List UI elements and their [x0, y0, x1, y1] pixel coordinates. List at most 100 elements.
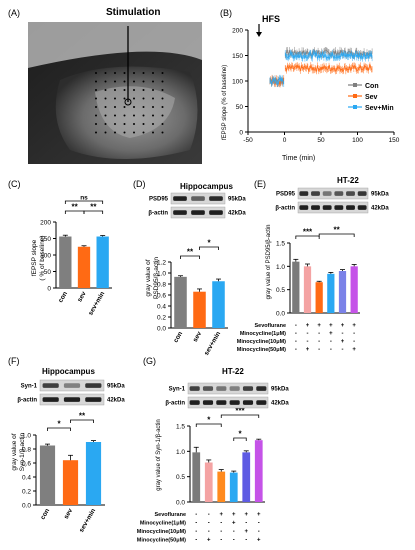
g-blot-band [256, 386, 267, 391]
electrode-dot [95, 114, 97, 117]
g-treatment-mark: - [233, 529, 235, 535]
g-blot-band [202, 400, 214, 405]
f-blot-size: 95kDa [107, 383, 125, 389]
electrode-dot [152, 80, 154, 83]
g-bar [229, 472, 238, 502]
g-treatment-mark: + [244, 512, 248, 518]
g-treatment-mark: - [208, 529, 210, 535]
f-blot-band [42, 397, 59, 402]
g-blot-size: 42kDa [271, 400, 289, 406]
electrode-dot [133, 114, 135, 117]
b-ylabel: fEPSP slope (% of baseline) [222, 65, 228, 140]
g-treatment-mark: - [195, 512, 197, 518]
g-sig-bracket [195, 423, 222, 427]
electrode-dot [123, 80, 126, 83]
electrode-dot [123, 89, 126, 91]
d-ylabel: gray value ofPSD95/β-actin [145, 257, 160, 299]
g-bar [254, 440, 263, 502]
d-blot-band [173, 210, 187, 215]
electrode-dot [152, 89, 154, 91]
e-blot-protein: β-actin [275, 205, 295, 211]
g-blot-protein: β-actin [165, 400, 185, 406]
e-bar [350, 266, 358, 313]
electrode-dot [161, 97, 164, 100]
d-blot-band [209, 210, 223, 215]
g-blot-band [189, 400, 200, 405]
e-treatment-mark: - [307, 331, 309, 337]
panel-letter-a: (A) [8, 8, 20, 18]
g-sig-label: * [238, 430, 242, 439]
panel-g-chart: HT-22 gray value of Syn-1/β-actin 0.0 0.5… [137, 367, 290, 544]
e-treatment-mark: + [306, 347, 310, 353]
electrode-dot [104, 114, 107, 117]
electrode-dot [104, 97, 107, 100]
d-ytick-label: 0.2 [157, 315, 166, 322]
d-bar [212, 281, 225, 328]
panel-e-chart: HT-22 gray value of PSD95/β-actin 0.0 0.5… [237, 176, 390, 353]
g-blot-protein: Syn-1 [169, 386, 186, 392]
electrode-dot [152, 123, 154, 125]
panel-d-chart: Hippocampus gray value ofPSD95/β-actin 0… [145, 182, 246, 357]
e-blot-band [334, 205, 344, 210]
electrode-dot [123, 106, 126, 108]
d-title: Hippocampus [180, 182, 233, 191]
electrode-dot [161, 123, 164, 125]
c-xtick-label: sev+min [87, 290, 106, 316]
e-treatment-mark: - [330, 339, 332, 345]
electrode-dot [142, 89, 145, 91]
g-treatment-mark: - [195, 529, 197, 535]
e-treatment-mark: + [329, 323, 333, 329]
d-bar [174, 276, 187, 328]
e-sig-label: *** [303, 228, 313, 237]
g-blot-band [256, 400, 267, 405]
electrode-dot [114, 123, 116, 125]
b-xtick-label: -50 [243, 137, 253, 144]
c-sig-bracket [83, 210, 104, 214]
g-sig-bracket [233, 437, 247, 441]
panel-letter-c: (C) [8, 179, 21, 189]
b-legend: Con Sev Sev+Min [348, 83, 394, 112]
panel-a-micrograph: Stimulation [28, 7, 202, 164]
g-treatment-mark: + [244, 529, 248, 535]
d-ytick-label: 1.2 [157, 260, 166, 267]
electrode-dot [123, 97, 126, 100]
electrode-dot [142, 131, 145, 134]
e-ytick-label: 0.0 [276, 311, 285, 318]
g-treatment-mark: - [258, 529, 260, 535]
f-ytick-label: 0.2 [22, 489, 31, 496]
e-sig-label: ** [334, 226, 341, 235]
f-bar [62, 460, 79, 505]
e-blot-band [299, 191, 309, 196]
e-blot-band [311, 205, 320, 210]
e-sig-bracket [318, 233, 355, 237]
electrode-dot [152, 97, 154, 100]
d-ylabel-line1: gray value of [145, 259, 152, 296]
d-ytick-label: 0.0 [157, 326, 166, 333]
b-legend-marker [353, 105, 357, 109]
electrode-dot [161, 131, 164, 134]
e-treatment-label: Sevoflurane [255, 323, 286, 329]
e-blot-strip [297, 201, 369, 214]
c-ytick-label: 200 [40, 220, 51, 227]
f-ytick-label: 0.0 [22, 503, 31, 510]
d-blot-band [173, 196, 187, 201]
electrode-dot [133, 72, 135, 74]
hfs-label: HFS [262, 14, 280, 24]
c-sig-label: ** [90, 203, 97, 212]
f-blot-band [85, 397, 102, 402]
e-treatment-mark: - [353, 331, 355, 337]
b-xtick-label: 50 [317, 137, 325, 144]
g-ytick-label: 0.5 [176, 474, 185, 481]
hfs-arrowhead [256, 32, 262, 37]
g-bar [242, 452, 251, 502]
c-ylabel-line2: ( % of baseline) [39, 235, 46, 280]
electrode-dot [161, 80, 164, 83]
c-sig-label: ** [72, 203, 79, 212]
e-blot-size: 95kDa [371, 191, 389, 197]
g-sig-label: *** [235, 407, 245, 416]
d-sig-bracket [180, 255, 200, 259]
electrode-dot [161, 114, 164, 117]
electrode-dot [95, 89, 97, 91]
electrode-dot [133, 89, 135, 91]
e-blot-band [299, 205, 309, 210]
